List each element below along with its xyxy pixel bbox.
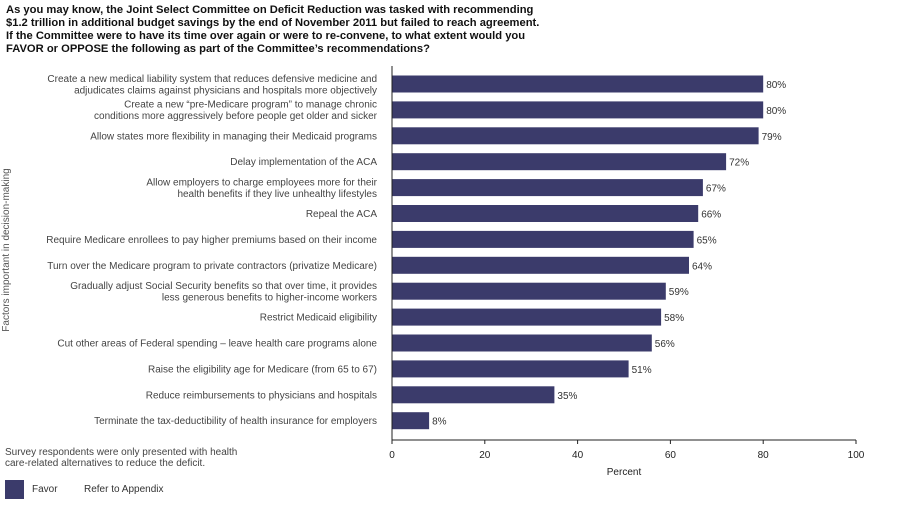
bar [392,360,629,378]
x-axis: 0 20 40 60 80 100 [389,66,865,461]
legend-swatch-favor [5,480,24,499]
bar [392,101,764,119]
category-label: Reduce reimbursements to physicians and … [146,390,377,401]
y-axis-label: Factors important in decision-making [1,168,12,332]
title-line: As you may know, the Joint Select Commit… [6,4,534,16]
category-labels: Create a new medical liability system th… [46,74,377,427]
value-labels: 80% 80% 79% 72% 67% 66% 65% 64% 59% 58% 56% 51% 35% 8… [432,80,786,428]
category-label: adjudicates claims against physicians an… [74,85,377,96]
chart-title: As you may know, the Joint Select Commit… [6,4,566,56]
title-line: FAVOR or OPPOSE the following as part of… [6,43,430,55]
x-tick-label: 0 [389,450,395,461]
bar [392,75,764,93]
x-tick-label: 80 [758,450,770,461]
value-label: 64% [692,261,712,272]
value-label: 59% [669,287,689,298]
title-line: $1.2 trillion in additional budget savin… [6,17,540,29]
x-axis-label: Percent [607,467,642,478]
x-tick-label: 60 [665,450,677,461]
value-label: 72% [729,158,749,169]
category-label: Cut other areas of Federal spending – le… [57,339,377,350]
value-label: 67% [706,184,726,195]
bar [392,153,727,171]
bar [392,282,666,300]
bar [392,230,694,248]
bar [392,308,662,326]
bars [392,75,764,430]
value-label: 8% [432,417,447,428]
bar [392,127,759,145]
category-label: Create a new medical liability system th… [47,74,377,85]
x-tick-label: 40 [572,450,584,461]
x-tick-label: 20 [479,450,491,461]
bar [392,386,555,404]
value-label: 58% [664,313,684,324]
category-label: Raise the eligibility age for Medicare (… [148,364,377,375]
category-label: Require Medicare enrollees to pay higher… [46,235,377,246]
category-label: Delay implementation of the ACA [230,157,377,168]
bar [392,205,699,222]
value-label: 66% [701,210,721,221]
category-label: Allow states more flexibility in managin… [90,131,377,142]
legend-label-favor: Favor [32,484,58,495]
category-label: health benefits if they live unhealthy l… [177,189,377,200]
bar [392,412,430,430]
bar [392,256,689,274]
category-label: Repeal the ACA [306,209,377,220]
footnote-line: care-related alternatives to reduce the … [5,458,206,469]
value-label: 80% [766,106,786,117]
category-label: Allow employers to charge employees more… [146,177,377,188]
value-label: 35% [557,391,577,402]
value-label: 80% [766,80,786,91]
x-tick-label: 100 [848,450,865,461]
value-label: 65% [697,235,717,246]
footnote: Survey respondents were only presented w… [5,447,265,469]
bar [392,334,652,352]
value-label: 79% [762,132,782,143]
category-label: Gradually adjust Social Security benefit… [70,281,377,292]
category-label: conditions more aggressively before peop… [94,111,378,122]
appendix-note: Refer to Appendix [84,484,164,495]
title-line: If the Committee were to have its time o… [6,30,526,42]
category-label: Turn over the Medicare program to privat… [47,261,377,272]
value-label: 51% [632,365,652,376]
value-label: 56% [655,339,675,350]
category-label: Create a new “pre-Medicare program” to m… [124,100,377,111]
category-label: Restrict Medicaid eligibility [260,313,377,324]
category-label: Terminate the tax-deductibility of healt… [94,416,377,427]
category-label: less generous benefits to higher-income … [162,292,377,303]
footnote-line: Survey respondents were only presented w… [5,447,238,458]
bar [392,179,703,197]
